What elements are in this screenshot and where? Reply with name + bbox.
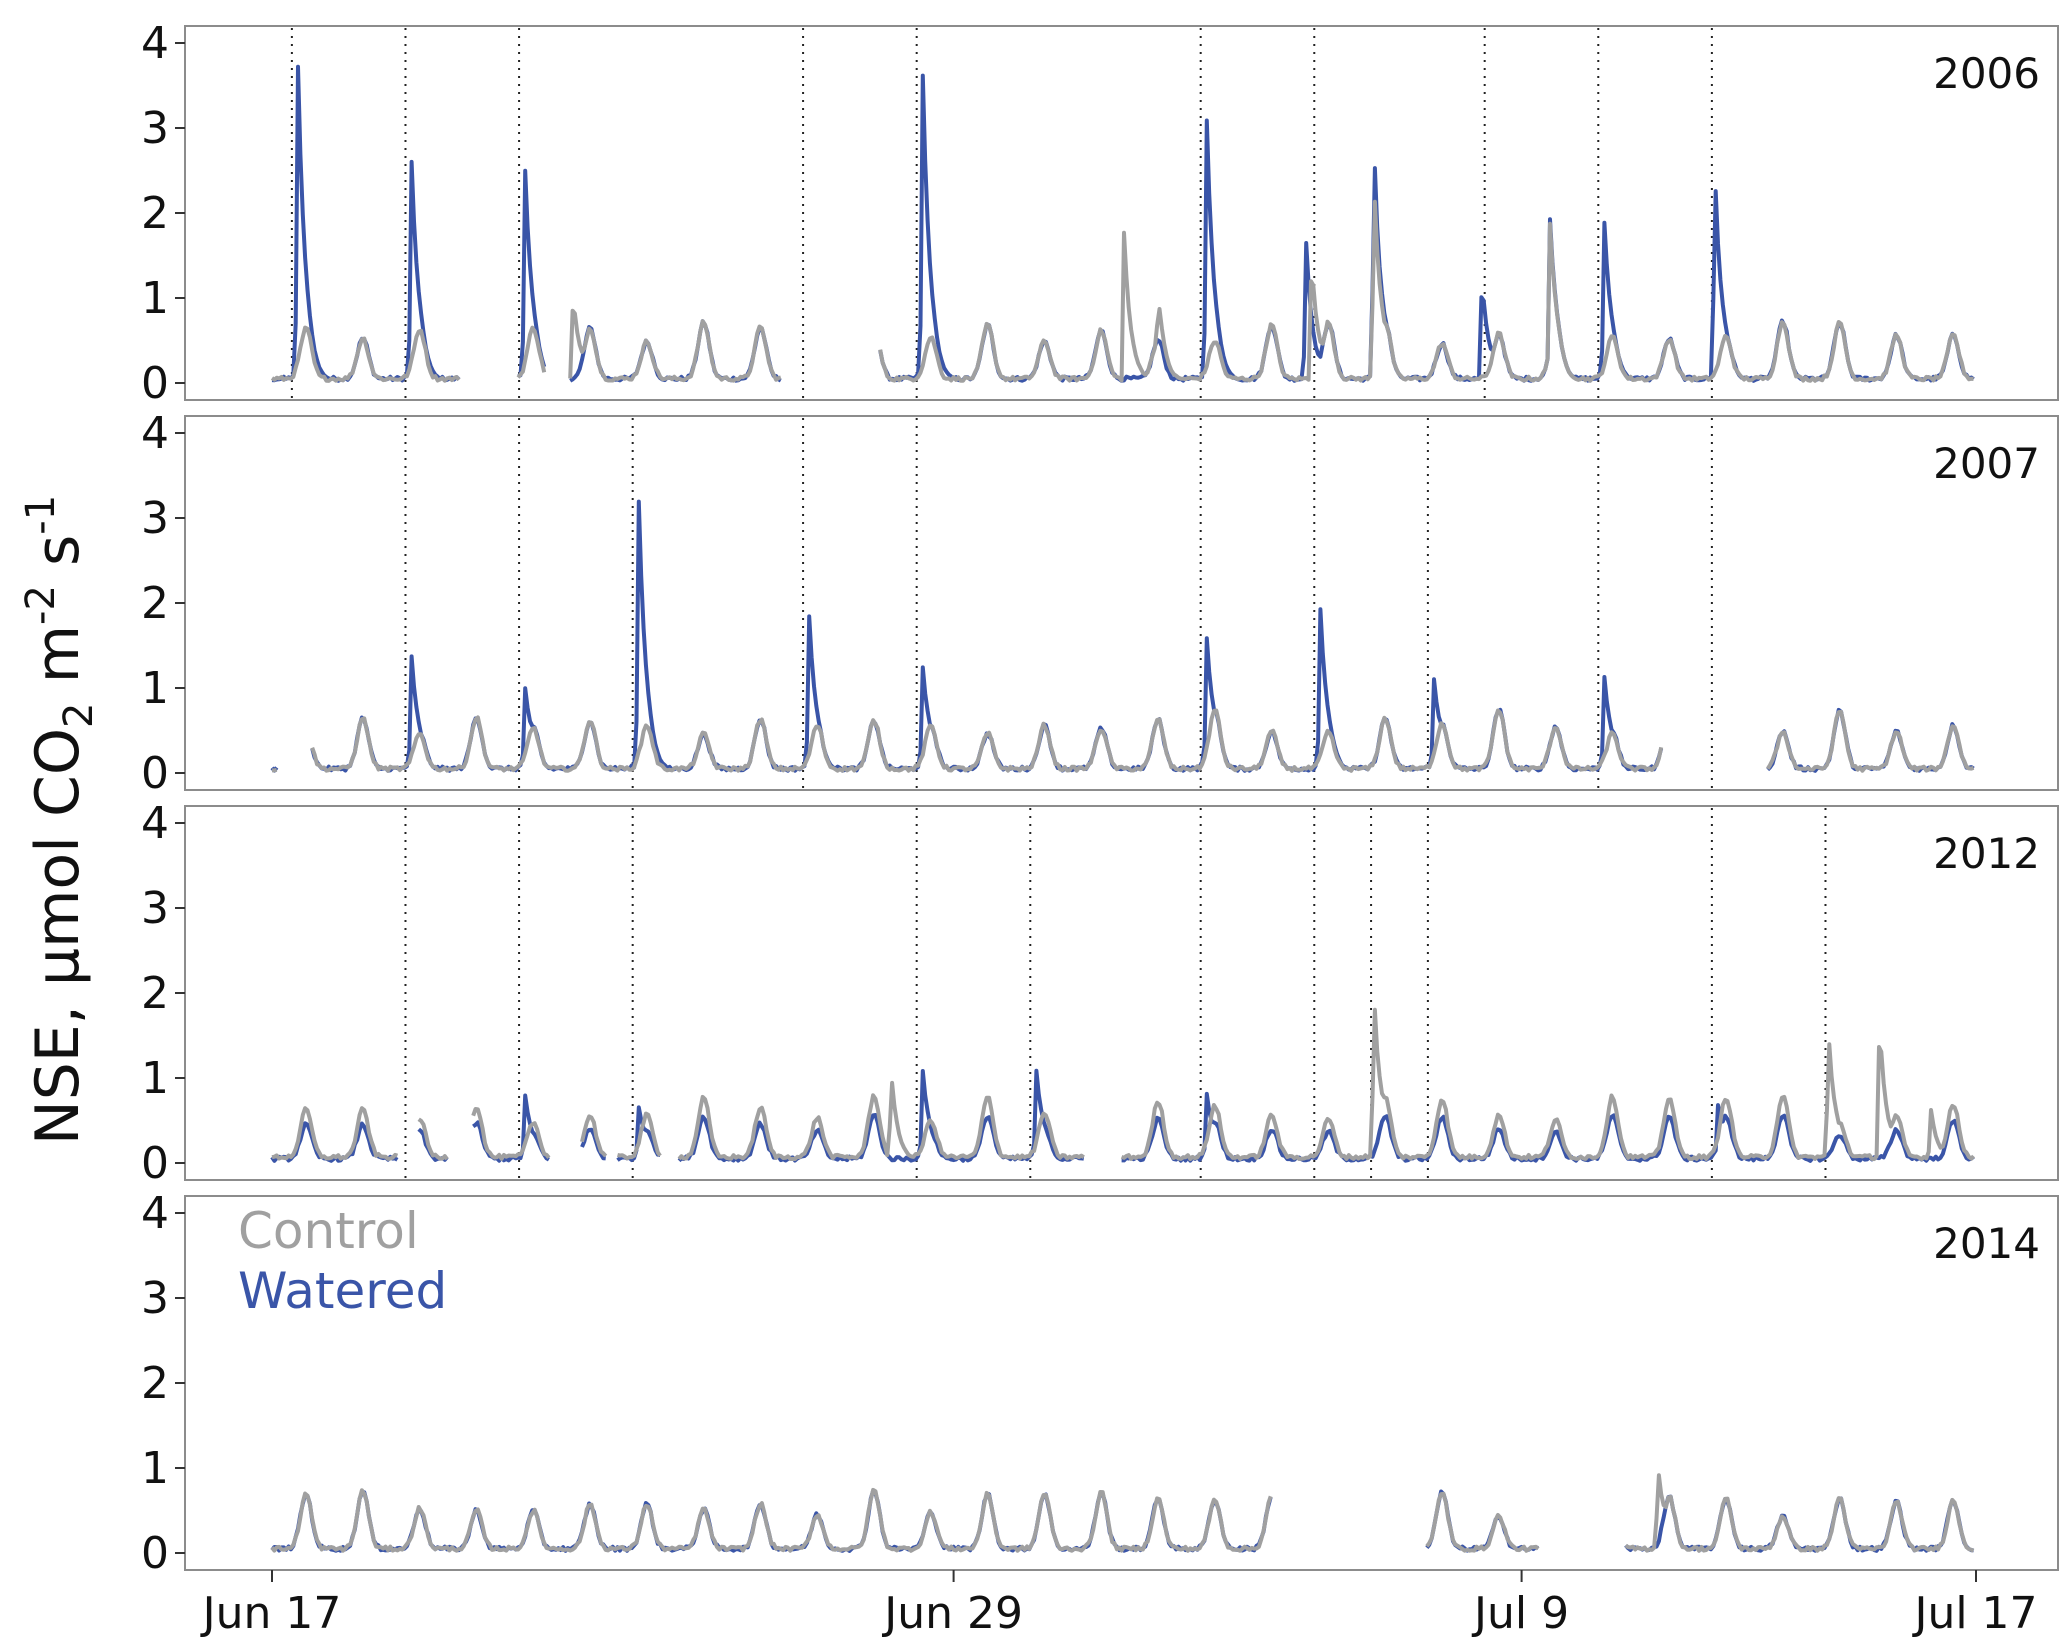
- y-axis-title: NSE, µmol CO2 m-2 s-1: [18, 495, 102, 1145]
- y-tick-label: 0: [141, 1528, 169, 1579]
- y-tick-label: 3: [141, 493, 169, 544]
- panel-2006: 0 1 2 3 4 2006: [141, 18, 2059, 409]
- legend-watered: Watered: [238, 1262, 447, 1320]
- y-tick-label: 2: [141, 968, 169, 1019]
- series-watered-2007: [270, 499, 1975, 773]
- y-tick-label: 0: [141, 358, 169, 409]
- panel-frame: [184, 415, 2059, 791]
- chart-panels: 012342006012342007012342012012342014Cont…: [141, 18, 2059, 1579]
- y-tick-label: 4: [141, 1188, 169, 1239]
- series-control-2007: [272, 708, 1975, 773]
- series-watered-2012: [270, 1068, 1975, 1163]
- panel-year-label: 2012: [1933, 829, 2040, 878]
- panel-year-label: 2006: [1933, 49, 2040, 98]
- x-tick-label: Jun 17: [200, 1588, 342, 1639]
- x-axis: Jun 17 Jun 29 Jul 9 Jul 17: [200, 1570, 2038, 1639]
- panel-year-label: 2014: [1933, 1219, 2040, 1268]
- x-tick-label: Jul 17: [1911, 1588, 2037, 1639]
- y-tick-label: 4: [141, 408, 169, 459]
- y-tick-label: 3: [141, 1273, 169, 1324]
- panel-year-label: 2007: [1933, 439, 2040, 488]
- x-tick-label: Jul 9: [1471, 1588, 1569, 1639]
- legend-control: Control: [238, 1202, 419, 1260]
- panel-2012: 0 1 2 3 4 2012: [141, 798, 2059, 1189]
- y-tick-label: 2: [141, 578, 169, 629]
- y-tick-label: 4: [141, 18, 169, 69]
- y-tick-label: 1: [141, 1053, 169, 1104]
- series-control-2014: [270, 1473, 1975, 1553]
- y-tick-label: 2: [141, 188, 169, 239]
- panel-frame: [184, 1195, 2059, 1571]
- y-tick-label: 3: [141, 103, 169, 154]
- y-tick-label: 1: [141, 273, 169, 324]
- x-tick-label: Jun 29: [881, 1588, 1023, 1639]
- y-tick-label: 0: [141, 748, 169, 799]
- panel-2007: 0 1 2 3 4 2007: [141, 408, 2059, 799]
- y-tick-label: 1: [141, 1443, 169, 1494]
- y-tick-label: 1: [141, 663, 169, 714]
- series-control-2006: [270, 199, 1974, 383]
- series-control-2012: [271, 1007, 1976, 1162]
- y-tick-label: 0: [141, 1138, 169, 1189]
- y-tick-label: 3: [141, 883, 169, 934]
- y-tick-label: 4: [141, 798, 169, 849]
- y-tick-label: 2: [141, 1358, 169, 1409]
